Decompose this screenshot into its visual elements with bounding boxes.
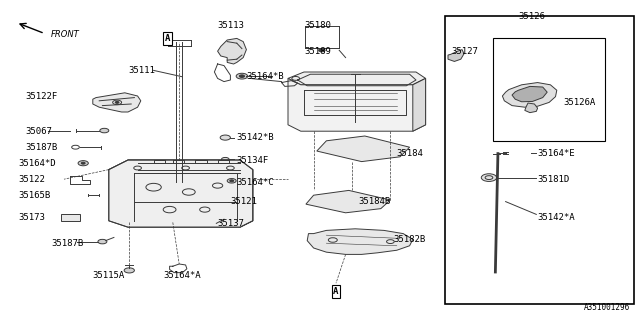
Text: FRONT: FRONT (51, 30, 80, 39)
Text: 35184B: 35184B (358, 197, 390, 206)
Text: 35142*B: 35142*B (237, 133, 275, 142)
Polygon shape (218, 38, 246, 64)
Text: A: A (333, 287, 339, 296)
Circle shape (220, 135, 230, 140)
Text: 35165B: 35165B (18, 191, 50, 200)
Bar (493, 38, 605, 141)
Text: 35164*A: 35164*A (163, 271, 201, 280)
Polygon shape (413, 78, 426, 131)
Polygon shape (109, 160, 253, 227)
Text: 35126A: 35126A (563, 98, 595, 107)
Polygon shape (502, 83, 557, 107)
Text: 35164*B: 35164*B (246, 72, 284, 81)
Text: 35134F: 35134F (237, 156, 269, 164)
Text: 35127: 35127 (451, 47, 478, 56)
Polygon shape (317, 136, 410, 162)
Polygon shape (525, 103, 538, 113)
Text: 35184: 35184 (397, 149, 424, 158)
Text: 35181D: 35181D (538, 175, 570, 184)
Text: 35122: 35122 (18, 175, 45, 184)
Circle shape (100, 128, 109, 133)
Text: 35164*D: 35164*D (18, 159, 56, 168)
Text: 35142*A: 35142*A (538, 213, 575, 222)
Circle shape (221, 157, 229, 161)
Polygon shape (109, 160, 253, 179)
Circle shape (227, 179, 236, 183)
Text: A351001296: A351001296 (584, 303, 630, 312)
Bar (445, 16, 634, 304)
Circle shape (236, 73, 248, 79)
Polygon shape (93, 93, 141, 112)
Text: 35164*C: 35164*C (237, 178, 275, 187)
Text: 35187B: 35187B (51, 239, 83, 248)
Polygon shape (306, 190, 390, 213)
Text: 35121: 35121 (230, 197, 257, 206)
Polygon shape (307, 229, 413, 254)
Circle shape (230, 180, 234, 182)
Text: 35115A: 35115A (93, 271, 125, 280)
Circle shape (319, 49, 325, 52)
Circle shape (481, 174, 497, 181)
Circle shape (239, 75, 244, 77)
Circle shape (81, 162, 85, 164)
Text: 35113: 35113 (218, 21, 244, 30)
Text: 35122F: 35122F (26, 92, 58, 100)
Polygon shape (512, 86, 547, 102)
Text: 35180: 35180 (304, 21, 331, 30)
Text: A: A (165, 34, 170, 43)
Polygon shape (240, 170, 253, 227)
Circle shape (78, 161, 88, 166)
Text: 35111: 35111 (128, 66, 155, 75)
Text: 35126: 35126 (518, 12, 545, 20)
Circle shape (124, 268, 134, 273)
Text: 35164*E: 35164*E (538, 149, 575, 158)
Text: 35187B: 35187B (26, 143, 58, 152)
Polygon shape (288, 72, 426, 85)
Polygon shape (448, 50, 464, 61)
Circle shape (98, 239, 107, 244)
Text: 35067: 35067 (26, 127, 52, 136)
Text: 35137: 35137 (218, 220, 244, 228)
Polygon shape (288, 78, 426, 131)
Text: 35189: 35189 (304, 47, 331, 56)
Text: 35182B: 35182B (394, 236, 426, 244)
Circle shape (115, 101, 119, 103)
Text: 35173: 35173 (18, 213, 45, 222)
Bar (61, 214, 80, 221)
